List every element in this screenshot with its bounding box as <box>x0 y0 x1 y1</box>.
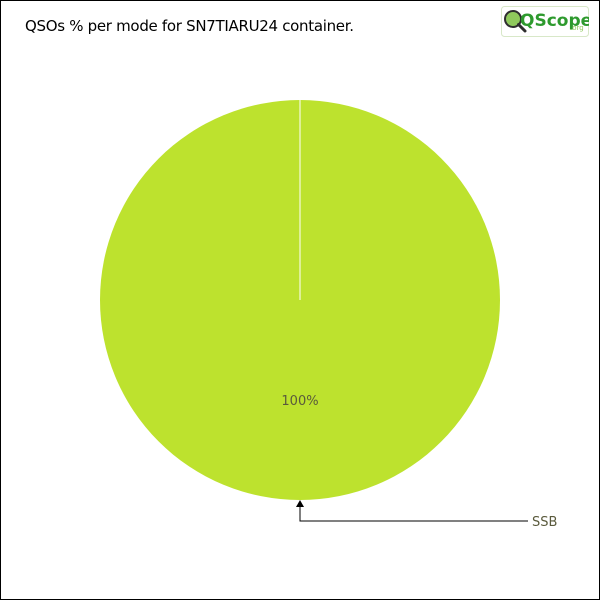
pie-leader-arrow <box>296 500 304 507</box>
logo-suffix: .org <box>570 24 584 32</box>
qscope-logo: QScope .org <box>501 6 589 37</box>
logo-text: QScope <box>520 11 589 31</box>
pie-category-label: SSB <box>532 515 557 530</box>
magnifier-icon <box>504 10 527 33</box>
pie-value-label: 100% <box>281 394 318 409</box>
pie-leader-line <box>299 506 528 522</box>
chart-title: QSOs % per mode for SN7TIARU24 container… <box>25 17 354 35</box>
